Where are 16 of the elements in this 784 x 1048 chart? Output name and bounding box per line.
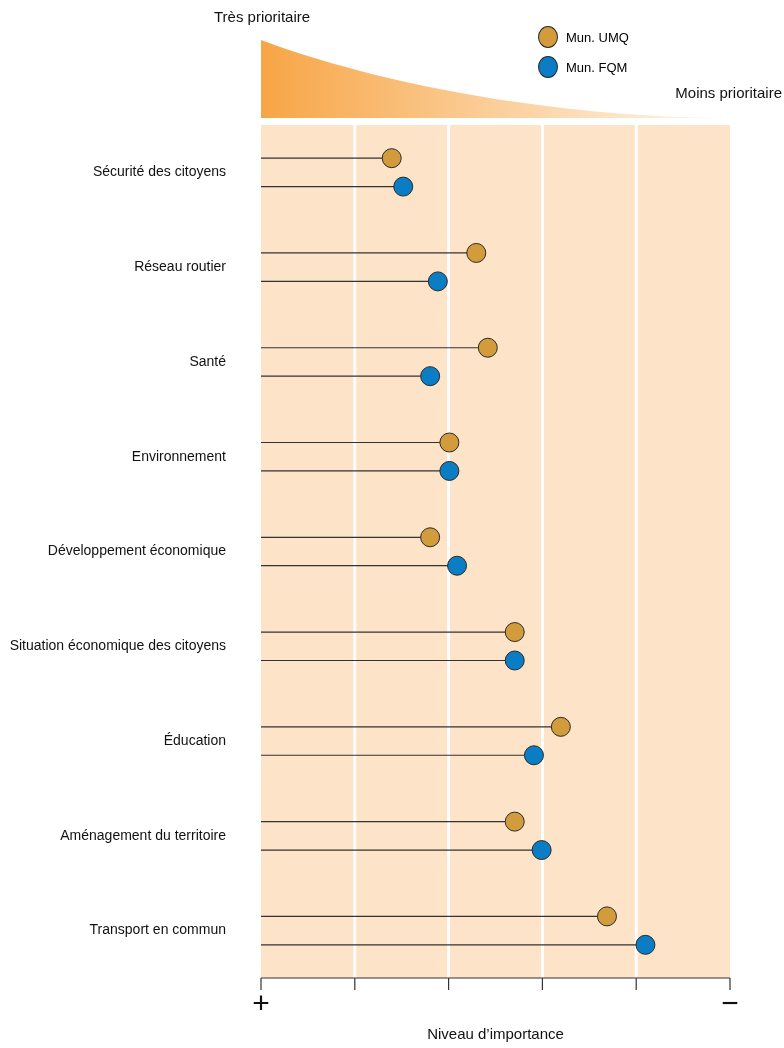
y-tick-label: Développement économique [47, 542, 227, 559]
text: Moins prioritaire [675, 84, 782, 101]
legend-label: Mun. UMQ [566, 29, 629, 45]
y-tick-label: Aménagement du territoire [60, 826, 227, 843]
y-tick-label: Environnement [131, 447, 227, 464]
y-tick-label: Réseau routier [134, 258, 227, 275]
y-tick-label: Situation économique des citoyens [9, 637, 226, 654]
y-tick-label: Santé [189, 352, 227, 369]
y-tick-label: Sécurité des citoyens [92, 163, 226, 180]
text: Très prioritaire [214, 8, 311, 25]
legend-label: Mun. FQM [566, 59, 628, 75]
y-tick-label: Transport en commun [89, 921, 226, 938]
y-tick-label: Éducation [163, 731, 226, 748]
text: − [721, 986, 739, 1020]
x-axis-title: Niveau d’importance [427, 1025, 564, 1043]
text: + [252, 986, 270, 1020]
